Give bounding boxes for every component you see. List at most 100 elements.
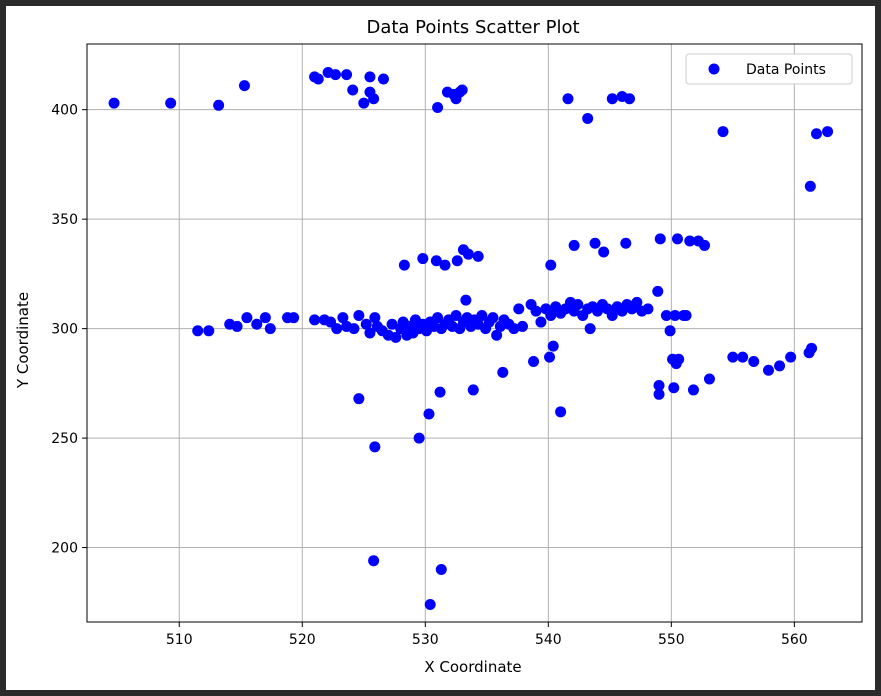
data-point [203,325,215,337]
data-point [727,351,739,363]
data-point [288,312,300,324]
data-point [432,101,444,113]
x-tick-label: 520 [289,632,316,648]
x-tick-label: 510 [166,632,193,648]
data-point [364,327,376,339]
data-point [472,250,484,262]
data-point [456,84,468,96]
data-point [535,316,547,328]
data-point [108,97,120,109]
data-point [213,99,225,111]
legend-label: Data Points [746,62,826,78]
data-point [309,314,321,326]
data-point [804,180,816,192]
data-point [491,329,503,341]
data-point [737,351,749,363]
data-point [368,555,380,567]
y-tick-label: 400 [51,103,78,119]
data-point [432,312,444,324]
data-point [360,318,372,330]
data-point [653,380,665,392]
data-point [467,384,479,396]
data-point [606,93,618,105]
data-point [660,309,672,321]
data-point [572,299,584,311]
data-point [822,126,834,138]
data-point [530,305,542,317]
data-point [653,388,665,400]
data-point [241,312,253,324]
x-tick-label: 530 [412,632,439,648]
legend-marker [708,63,720,75]
data-point [423,408,435,420]
data-point [430,255,442,267]
data-point [251,318,263,330]
data-point [417,253,429,265]
y-tick-label: 300 [51,322,78,338]
data-point [668,382,680,394]
data-point [508,323,520,335]
data-point [353,393,365,405]
data-point [555,406,567,418]
data-point [439,259,451,271]
ticks-layer: 510 520 530 540 550 560 200 250 300 350 400 [51,103,807,648]
data-point [669,309,681,321]
y-tick-label: 350 [51,212,78,228]
data-point [450,309,462,321]
plot-area-border [86,43,863,623]
data-point [424,598,436,610]
y-tick-label: 200 [51,541,78,557]
data-point [329,69,341,81]
data-point [545,259,557,271]
data-point [348,323,360,335]
data-point [699,239,711,251]
x-tick-label: 560 [781,632,808,648]
data-point [434,386,446,398]
figure: Data Points Scatter Plot 510 520 530 540 550… [6,6,875,690]
data-point [462,248,474,260]
data-point [631,296,643,308]
data-point [810,128,822,140]
data-point [513,303,525,315]
data-point [547,340,559,352]
data-point [598,246,610,258]
legend: Data Points [685,53,853,85]
data-point [364,71,376,83]
data-point [331,323,343,335]
data-point [259,312,271,324]
data-point [231,320,243,332]
data-point [806,342,818,354]
data-point [680,309,692,321]
data-point [238,80,250,92]
scatter-chart: Data Points Scatter Plot 510 520 530 540 550… [6,6,875,690]
data-point [165,97,177,109]
data-point [654,233,666,245]
x-tick-label: 540 [535,632,562,648]
data-point [476,309,488,321]
data-point [347,84,359,96]
data-point [606,309,618,321]
data-point [687,384,699,396]
y-axis-label: Y Coordinate [14,292,32,389]
data-point [748,355,760,367]
data-point [774,360,786,372]
data-point [589,237,601,249]
data-point [192,325,204,337]
legend-box [685,53,853,85]
data-point [460,294,472,306]
data-point [497,366,509,378]
data-point [435,563,447,575]
data-point [413,432,425,444]
data-point [337,312,349,324]
data-point [390,331,402,343]
data-point [528,355,540,367]
data-point [264,323,276,335]
data-point [368,93,380,105]
data-point [624,93,635,105]
data-point [544,351,556,363]
data-point [673,353,685,365]
data-point [369,312,381,324]
data-point [562,93,574,105]
data-point [684,235,696,247]
data-point [312,73,324,85]
